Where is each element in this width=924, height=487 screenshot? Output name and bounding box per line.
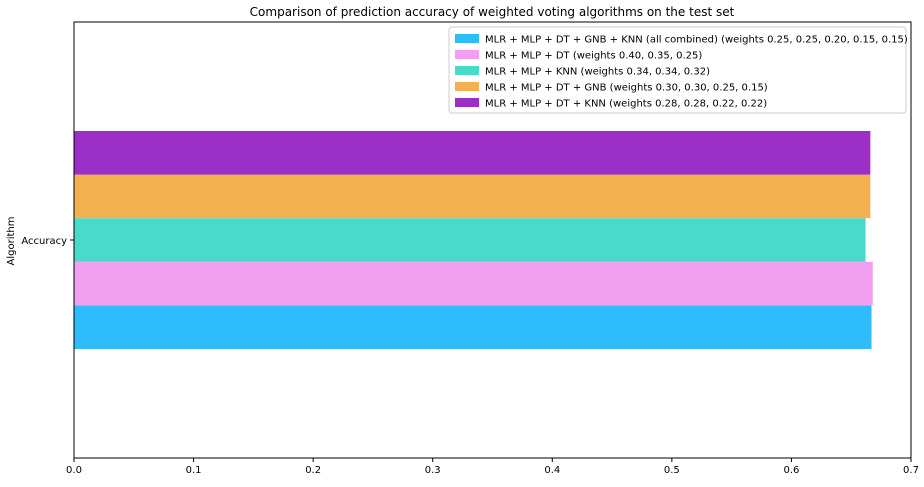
legend-label: MLR + MLP + KNN (weights 0.34, 0.34, 0.3…: [485, 67, 710, 78]
x-tick-label: 0.5: [664, 465, 680, 476]
y-axis: Accuracy: [21, 236, 74, 247]
x-tick-label: 0.2: [305, 465, 321, 476]
x-tick-label: 0.0: [66, 465, 82, 476]
x-tick-label: 0.1: [186, 465, 202, 476]
legend-swatch: [455, 66, 479, 75]
legend-label: MLR + MLP + DT + GNB (weights 0.30, 0.30…: [485, 83, 768, 94]
legend-swatch: [455, 34, 479, 43]
bar-series-5: [74, 131, 871, 175]
bars-layer: [74, 131, 873, 349]
legend-swatch: [455, 82, 479, 91]
bar-series-1: [74, 305, 872, 349]
chart-title: Comparison of prediction accuracy of wei…: [250, 5, 735, 19]
bar-series-3: [74, 218, 866, 262]
bar-series-2: [74, 261, 873, 306]
bar-series-4: [74, 174, 871, 219]
y-axis-label: Algorithm: [6, 217, 17, 266]
legend-box: [448, 26, 907, 114]
x-axis: 0.0 0.1 0.2 0.3 0.4 0.5 0.6 0.7: [66, 458, 919, 476]
x-tick-label: 0.4: [544, 465, 560, 476]
y-tick-label: Accuracy: [21, 236, 67, 247]
legend: MLR + MLP + DT + GNB + KNN (all combined…: [448, 26, 908, 114]
legend-label: MLR + MLP + DT + KNN (weights 0.28, 0.28…: [485, 99, 767, 110]
x-tick-label: 0.6: [783, 465, 799, 476]
x-tick-label: 0.7: [903, 465, 919, 476]
x-tick-label: 0.3: [425, 465, 441, 476]
legend-label: MLR + MLP + DT + GNB + KNN (all combined…: [485, 35, 908, 46]
legend-swatch: [455, 50, 479, 59]
legend-swatch: [455, 98, 479, 107]
legend-label: MLR + MLP + DT (weights 0.40, 0.35, 0.25…: [485, 51, 702, 62]
